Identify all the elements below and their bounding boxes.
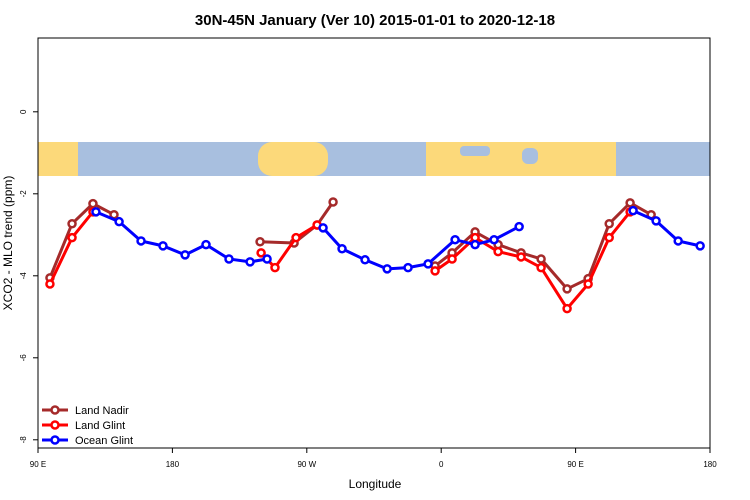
data-point <box>536 254 546 264</box>
data-point <box>604 218 614 229</box>
legend-marker <box>50 420 60 430</box>
x-tick-label: 0 <box>439 460 444 469</box>
data-point <box>695 241 705 251</box>
plot-frame <box>37 37 711 449</box>
data-point <box>45 279 55 289</box>
data-point <box>224 254 234 264</box>
data-point <box>450 234 460 245</box>
series-line <box>260 201 335 245</box>
x-axis-label: Longitude <box>349 477 402 491</box>
data-point <box>423 259 433 269</box>
data-point <box>604 232 614 243</box>
series-line <box>321 225 520 271</box>
x-tick-label: 90 E <box>30 460 46 469</box>
data-point <box>270 262 280 273</box>
y-tick-label: -4 <box>19 272 28 280</box>
data-point <box>255 237 265 247</box>
data-point <box>256 248 266 258</box>
data-point <box>628 205 638 216</box>
legend-marker <box>50 435 60 445</box>
x-tick-label: 180 <box>703 460 717 469</box>
data-point <box>245 257 255 267</box>
series-line <box>632 209 701 248</box>
data-point <box>67 218 77 229</box>
data-point <box>318 223 328 233</box>
data-point <box>489 234 499 245</box>
data-point <box>158 241 168 251</box>
data-point <box>673 236 683 246</box>
data-point <box>262 254 272 264</box>
data-point <box>430 266 440 276</box>
legend-label: Land Nadir <box>75 405 129 417</box>
y-tick-label: -2 <box>19 190 28 198</box>
data-point <box>447 254 457 264</box>
data-point <box>583 279 593 289</box>
y-axis-label: XCO2 - MLO trend (ppm) <box>1 176 15 311</box>
chart-title: 30N-45N January (Ver 10) 2015-01-01 to 2… <box>195 12 555 29</box>
x-tick-label: 180 <box>166 460 180 469</box>
data-point <box>625 198 635 208</box>
data-point <box>536 262 546 273</box>
data-point <box>180 250 190 260</box>
data-point <box>328 197 338 207</box>
x-tick-label: 90 W <box>297 460 316 469</box>
data-point <box>67 232 77 243</box>
y-tick-label: -6 <box>19 354 28 362</box>
data-point <box>470 239 480 250</box>
data-point <box>514 221 524 232</box>
data-point <box>562 303 572 314</box>
y-tick-label: -8 <box>19 436 28 444</box>
data-point <box>91 207 101 217</box>
data-point <box>88 198 98 209</box>
data-point <box>136 236 146 246</box>
y-tick-label: 0 <box>19 109 28 114</box>
data-point <box>562 284 572 294</box>
data-point <box>114 216 124 227</box>
series-line <box>434 210 632 312</box>
data-point <box>651 216 661 226</box>
legend-label: Ocean Glint <box>75 435 133 447</box>
x-tick-label: 90 E <box>567 460 583 469</box>
data-point <box>337 243 347 254</box>
data-point <box>291 232 301 243</box>
data-point <box>403 262 413 273</box>
series-line <box>48 201 115 279</box>
data-point <box>201 239 211 250</box>
legend-marker <box>50 405 60 415</box>
data-point <box>360 255 370 265</box>
data-point <box>382 264 392 274</box>
data-point <box>516 252 526 262</box>
legend-label: Land Glint <box>75 420 125 432</box>
world-map-band <box>38 142 710 176</box>
data-point <box>493 246 503 257</box>
